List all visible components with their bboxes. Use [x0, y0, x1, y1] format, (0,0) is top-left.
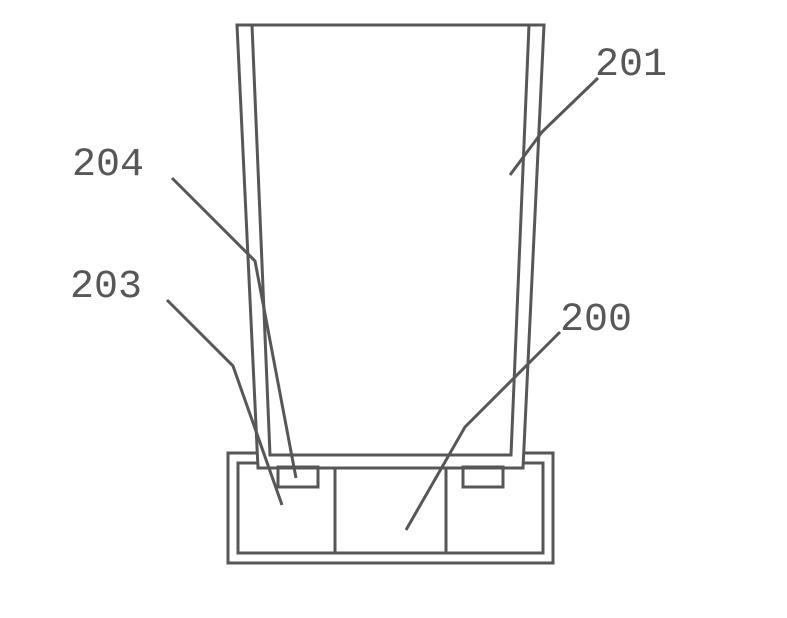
label-201: 201 [595, 43, 667, 88]
cup-foot-left [278, 467, 318, 487]
cup [237, 25, 544, 487]
base-tray-center-post [335, 463, 446, 553]
label-203: 203 [70, 265, 142, 310]
base-tray-inner [238, 463, 543, 553]
label-200: 200 [560, 298, 632, 343]
cup-inner-wall [252, 25, 529, 455]
cup-foot-right [463, 467, 503, 487]
label-204: 204 [72, 143, 144, 188]
